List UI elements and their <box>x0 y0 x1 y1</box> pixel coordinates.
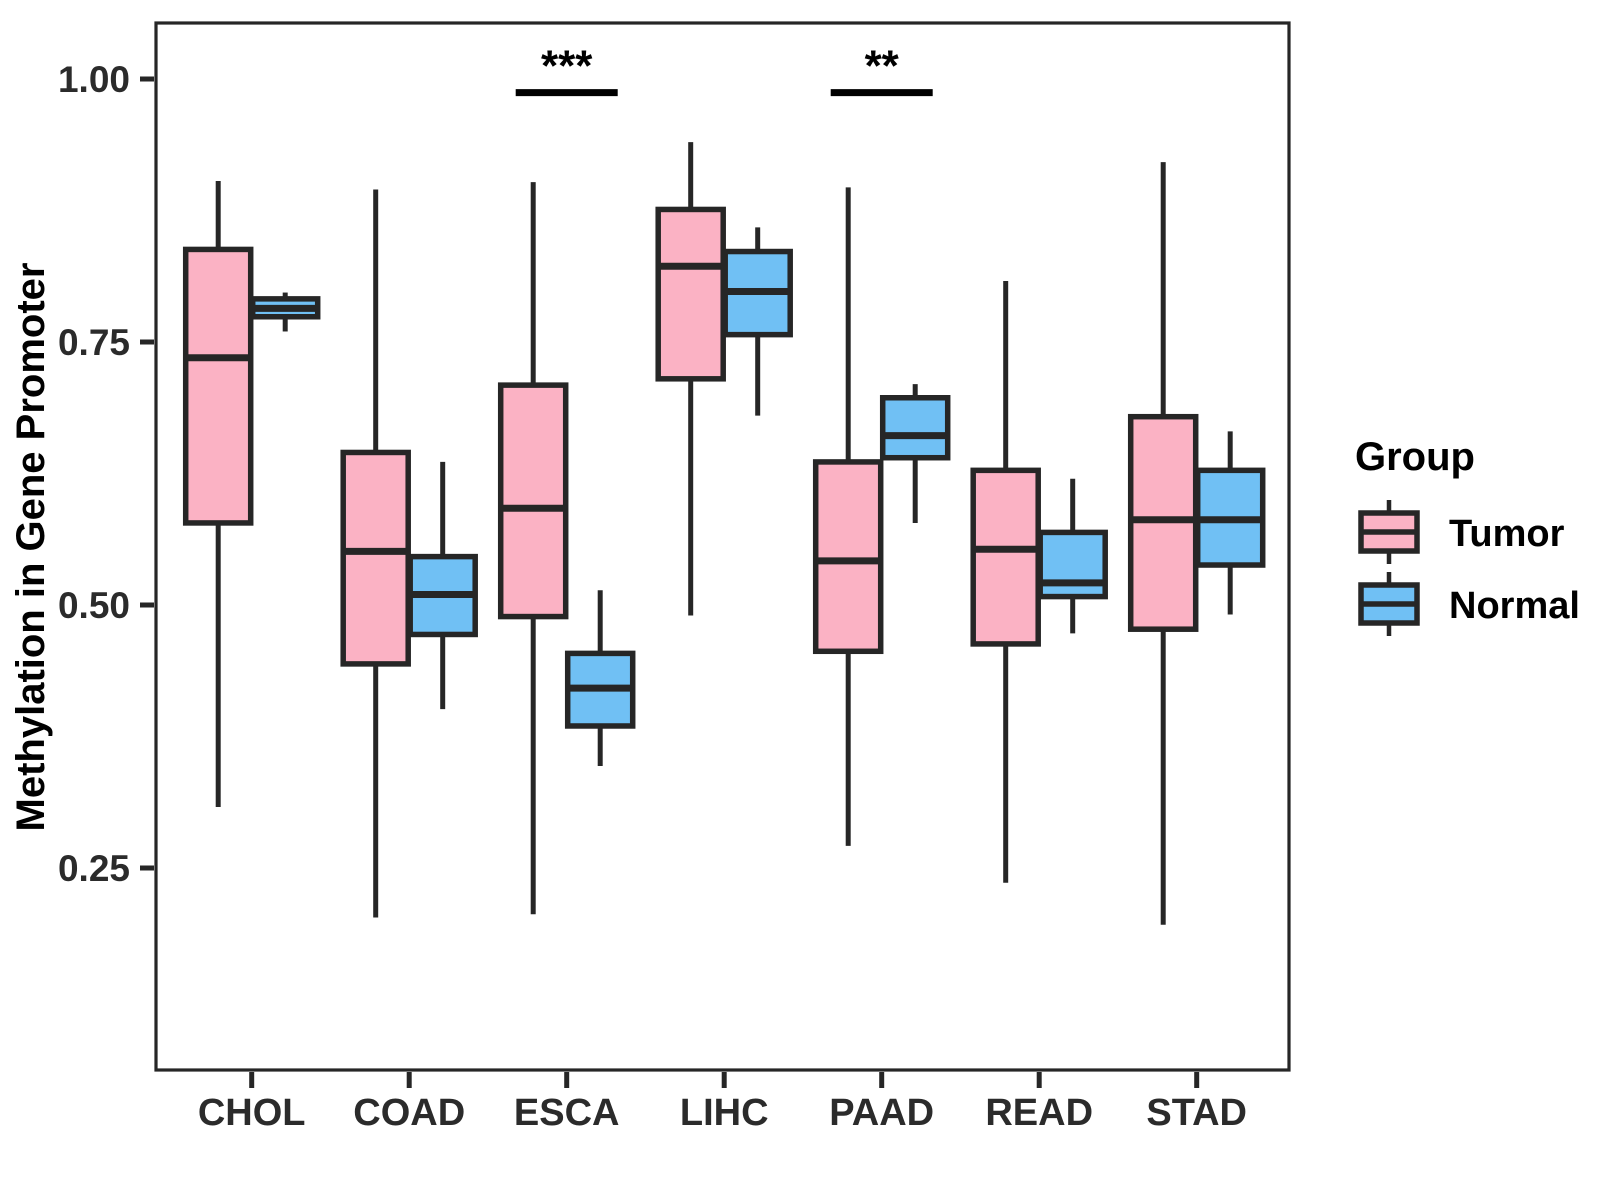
x-axis: CHOL COAD ESCA LIHC PAAD READ STAD <box>198 1072 1247 1134</box>
boxplot-normal-coad <box>407 461 478 710</box>
y-axis-title-group: Methylation in Gene Promoter <box>9 263 53 832</box>
significance-bracket-paad: ** <box>830 42 933 97</box>
x-tick-label-coad: COAD <box>353 1092 465 1134</box>
boxplot-tumor-read <box>970 280 1041 883</box>
box-iqr <box>182 246 254 526</box>
box-iqr <box>812 459 884 655</box>
boxplot-normal-read <box>1037 478 1108 634</box>
significance-label: *** <box>541 42 593 91</box>
box-iqr <box>879 395 951 461</box>
x-tick-label-read: READ <box>985 1092 1093 1134</box>
legend-label-normal: Normal <box>1449 585 1580 627</box>
boxplot-normal-lihc <box>722 227 793 416</box>
x-tick-label-stad: STAD <box>1146 1092 1247 1134</box>
y-tick-label: 0.25 <box>58 848 130 889</box>
box-iqr <box>970 467 1041 647</box>
boxplot-normal-paad <box>879 384 951 523</box>
x-tick-label-esca: ESCA <box>514 1092 620 1134</box>
significance-annotations: *** ** <box>515 42 933 97</box>
x-tick-label-lihc: LIHC <box>680 1092 769 1134</box>
boxplot-tumor-lihc <box>655 142 726 616</box>
box-iqr <box>340 449 411 667</box>
legend: Group Tumor Normal <box>1355 435 1580 636</box>
boxplot-normal-chol <box>249 292 321 332</box>
y-axis-title: Methylation in Gene Promoter <box>9 263 53 832</box>
x-tick-label-paad: PAAD <box>829 1092 934 1134</box>
box-iqr <box>497 382 569 620</box>
y-axis: 0.25 0.50 0.75 1.00 <box>58 59 154 889</box>
plot-panel <box>154 21 1291 1072</box>
legend-title: Group <box>1355 435 1475 479</box>
box-iqr <box>1037 529 1108 600</box>
boxplot-normal-esca <box>564 590 636 766</box>
legend-label-tumor: Tumor <box>1449 513 1565 555</box>
y-tick-label: 0.50 <box>58 585 130 626</box>
panel-border <box>154 21 1291 1072</box>
box-iqr <box>655 206 726 382</box>
y-tick-label: 1.00 <box>58 59 130 100</box>
boxplot-tumor-esca <box>497 182 569 915</box>
significance-label: ** <box>865 42 900 91</box>
y-tick-label: 0.75 <box>58 322 130 363</box>
x-tick-label-chol: CHOL <box>198 1092 306 1134</box>
legend-item-normal[interactable]: Normal <box>1358 572 1580 636</box>
legend-item-tumor[interactable]: Tumor <box>1358 500 1565 564</box>
boxplot-normal-stad <box>1194 431 1266 615</box>
boxplot-tumor-paad <box>812 187 884 846</box>
box-layer <box>182 142 1266 925</box>
boxplot-tumor-chol <box>182 181 254 807</box>
significance-bracket-esca: *** <box>515 42 618 97</box>
